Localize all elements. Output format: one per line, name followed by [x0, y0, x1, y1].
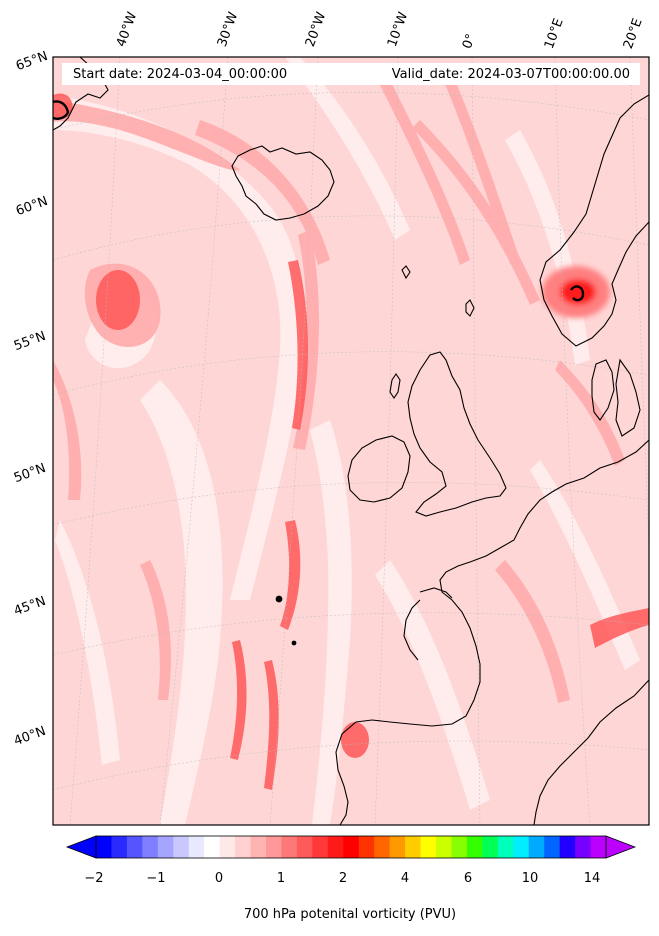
colorbar-segment [219, 836, 236, 858]
colorbar-segment [497, 836, 514, 858]
colorbar-tick: −2 [84, 871, 104, 886]
valid-date-label: Valid_date: 2024-03-07T00:00:00.00 [391, 67, 630, 82]
colorbar-segment [451, 836, 468, 858]
colorbar-tick: 2 [338, 871, 348, 886]
colorbar-tick: 14 [583, 871, 601, 886]
sweden-south-coast [615, 358, 641, 437]
continent-coast [335, 439, 649, 825]
ireland-coast [347, 435, 411, 503]
pv-extreme-contours [53, 100, 585, 302]
colorbar-segment [173, 836, 190, 858]
brittany-coast [419, 587, 453, 599]
colorbar-segment [188, 836, 205, 858]
colorbar-segment [482, 836, 499, 858]
colorbar-frame [95, 835, 607, 859]
colorbar-segment [466, 836, 483, 858]
colorbar-segment [250, 836, 267, 858]
colorbar-segment [389, 836, 406, 858]
colorbar-segment [405, 836, 422, 858]
colorbar-segment [142, 836, 159, 858]
colorbar-under-triangle [65, 835, 97, 859]
colorbar-segment [513, 836, 530, 858]
pv-field [53, 57, 649, 825]
colorbar-segment [327, 836, 344, 858]
denmark-coast [591, 359, 615, 421]
mediterranean-coast [533, 679, 649, 825]
header-box [62, 63, 640, 85]
colorbar-segment [157, 836, 174, 858]
colorbar-segment [559, 836, 576, 858]
colorbar-segment [544, 836, 561, 858]
britain-coast [407, 351, 507, 517]
faroe-coast [401, 265, 411, 280]
colorbar-segment [374, 836, 391, 858]
pv-extreme-dots [275, 595, 297, 646]
colorbar-tick: 1 [276, 871, 286, 886]
coastlines [53, 57, 649, 825]
colorbar-segment [204, 836, 221, 858]
scandinavia-coast [539, 94, 649, 347]
colorbar-label: 700 hPa potenital vorticity (PVU) [243, 907, 457, 922]
colorbar-segment [266, 836, 282, 858]
pv-background [53, 57, 649, 825]
pv-mid-bands [53, 80, 625, 703]
colorbar-segment [436, 836, 452, 858]
map-frame [52, 56, 650, 826]
colorbar-segment [420, 836, 437, 858]
pv-high-cores [53, 93, 649, 790]
iberia-coast [403, 599, 421, 661]
colorbar-segment [528, 836, 545, 858]
colorbar-segment [312, 836, 329, 858]
iceland-coast [231, 145, 335, 221]
start-date-label: Start date: 2024-03-04_00:00:00 [73, 67, 288, 82]
colorbar-tick: 0 [214, 871, 224, 886]
colorbar-tick: 10 [521, 871, 539, 886]
colorbar-segment [358, 836, 375, 858]
shetland-coast [465, 299, 475, 317]
hebrides-coast [389, 373, 401, 399]
colorbar [65, 835, 637, 859]
colorbar-segment [126, 836, 143, 858]
pv-norway-max [542, 266, 610, 318]
colorbar-segment [96, 836, 112, 858]
colorbar-tick: 6 [463, 871, 473, 886]
colorbar-segment [235, 836, 252, 858]
colorbar-over-triangle [605, 835, 637, 859]
colorbar-segment [296, 836, 313, 858]
graticule [53, 57, 649, 825]
colorbar-segment [590, 836, 607, 858]
colorbar-segment [281, 836, 298, 858]
colorbar-segment [575, 836, 592, 858]
colorbar-tick: 4 [400, 871, 410, 886]
colorbar-segment [111, 836, 128, 858]
colorbar-tick: −1 [146, 871, 166, 886]
colorbar-segment [343, 836, 360, 858]
